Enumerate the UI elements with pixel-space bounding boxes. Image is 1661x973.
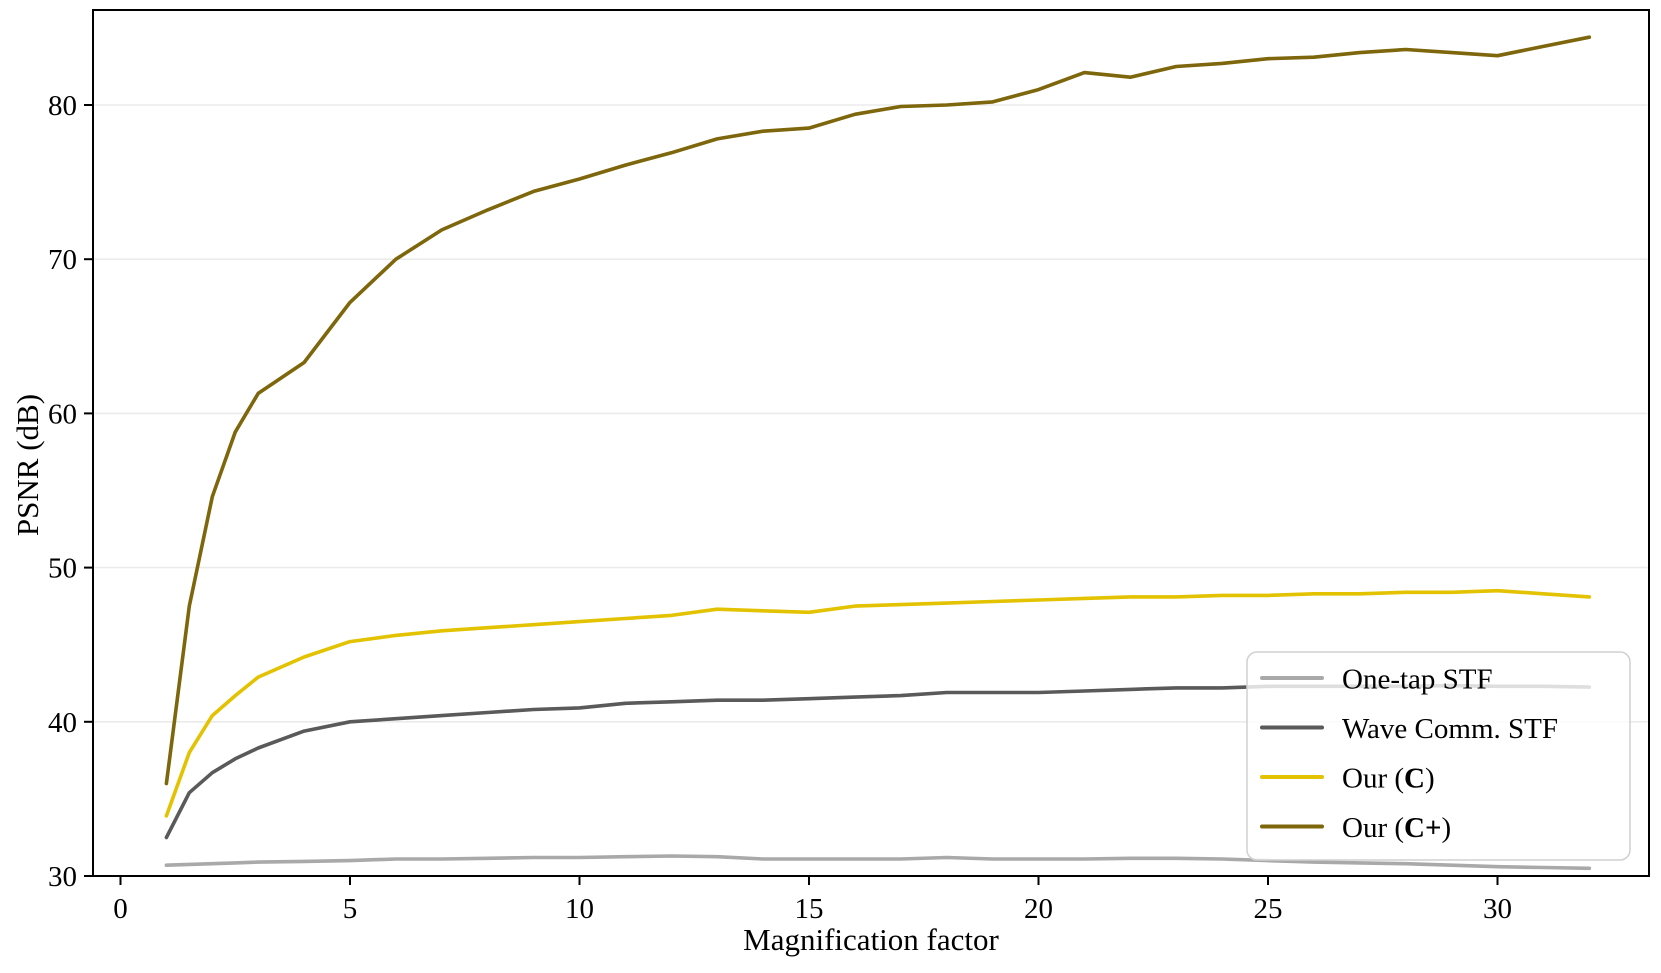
legend-entry-wave-comm-stf: Wave Comm. STF	[1260, 713, 1558, 745]
legend-entry-our-c: Our (C)	[1260, 763, 1435, 795]
x-tick-label-20: 20	[1024, 893, 1053, 925]
legend-label-one-tap-stf: One-tap STF	[1342, 664, 1493, 696]
y-tick-label-70: 70	[48, 244, 77, 276]
y-axis: 30 40 50 60 70 80	[48, 90, 93, 893]
x-tick-label-30: 30	[1483, 893, 1512, 925]
x-tick-label-15: 15	[795, 893, 824, 925]
series-line-our-c	[164, 588, 1592, 818]
legend-label-wave-comm-stf: Wave Comm. STF	[1342, 713, 1558, 745]
legend-label-our-c: Our (C)	[1342, 763, 1435, 795]
x-axis: 0 5 10 15 20 25 30	[113, 876, 1512, 925]
y-tick-label-30: 30	[48, 861, 77, 893]
series-line-our-c	[164, 35, 1592, 786]
legend-entry-our-c: Our (C+)	[1260, 812, 1451, 844]
legend-box	[1246, 651, 1631, 861]
y-tick-label-40: 40	[48, 707, 77, 739]
x-tick-label-10: 10	[565, 893, 594, 925]
legend-entry-one-tap-stf: One-tap STF	[1260, 664, 1493, 696]
legend: One-tap STF Wave Comm. STF Our (C) Our (C+)	[1246, 651, 1631, 861]
x-tick-label-5: 5	[343, 893, 358, 925]
legend-label-our-c: Our (C+)	[1342, 812, 1451, 844]
y-axis-label: PSNR (dB)	[10, 394, 45, 536]
x-tick-label-0: 0	[113, 893, 128, 925]
x-tick-label-25: 25	[1254, 893, 1283, 925]
x-axis-label: Magnification factor	[743, 922, 999, 957]
series-line-one-tap-stf	[164, 854, 1592, 871]
plot-frame	[92, 9, 1650, 877]
y-tick-label-50: 50	[48, 553, 77, 585]
y-tick-label-80: 80	[48, 90, 77, 122]
y-tick-label-60: 60	[48, 398, 77, 430]
